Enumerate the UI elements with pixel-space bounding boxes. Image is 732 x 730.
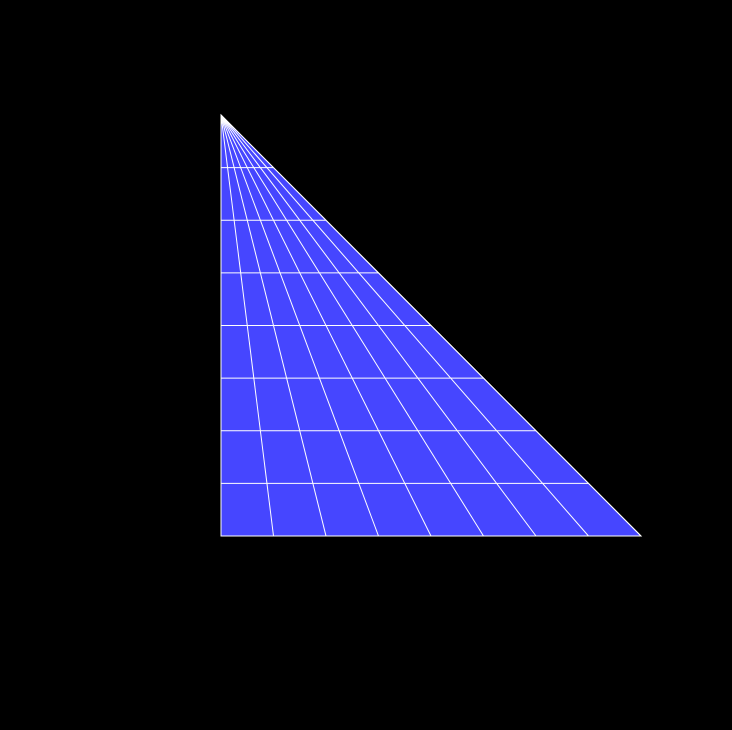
ray-line-4 [220, 114, 432, 537]
ray-line-2 [220, 114, 327, 537]
ray-line-3 [220, 114, 379, 537]
triangle-mesh [220, 113, 643, 537]
ray-line-8 [220, 114, 642, 537]
ray-line-5 [220, 114, 484, 537]
ray-line-7 [220, 114, 589, 537]
ray-line-6 [220, 114, 537, 537]
ray-line-1 [220, 114, 274, 537]
